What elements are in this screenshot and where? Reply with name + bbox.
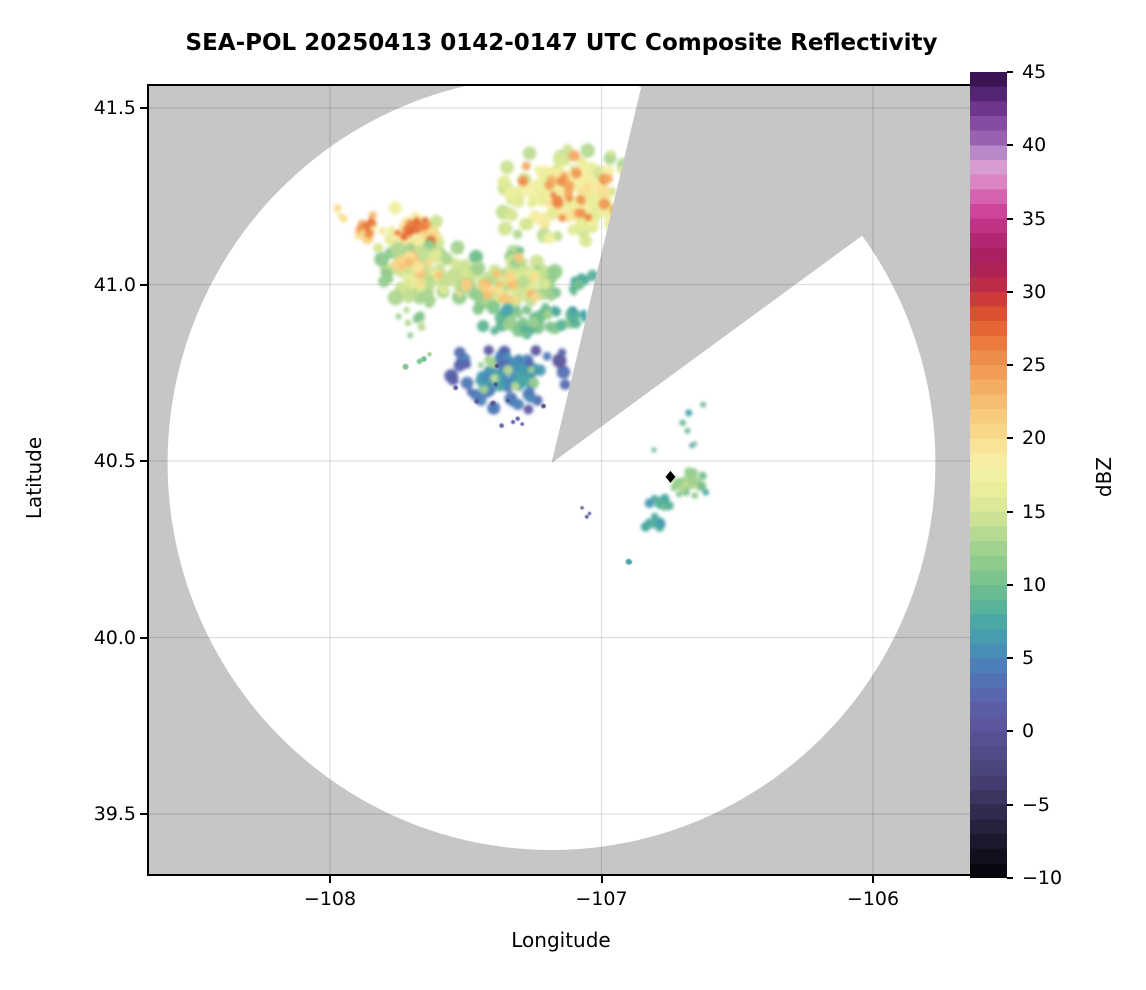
colorbar-tick-label: 45 [1022, 61, 1047, 83]
echo-region-central-teal-tip [568, 269, 599, 296]
y-tick [140, 636, 147, 639]
echo-region-far-nw-specks [333, 204, 348, 223]
echo-region-se-teal-blob-2 [640, 512, 666, 532]
colorbar-tick-label: 35 [1022, 207, 1047, 230]
radar-map-canvas [148, 85, 975, 875]
colorbar-label: dBZ [1092, 456, 1116, 498]
echo-region-central-orange-patch-e [460, 277, 513, 306]
colorbar-tick [1007, 217, 1013, 220]
y-tick-label: 39.5 [93, 803, 136, 825]
colorbar-tick-label: −5 [1022, 793, 1051, 816]
colorbar-tick [1007, 583, 1013, 586]
colorbar-tick-label: 40 [1022, 134, 1047, 157]
colorbar-tick [1007, 290, 1013, 293]
x-tick-label: −107 [575, 888, 628, 910]
echo-region-nw-orange-knot [354, 211, 378, 245]
echo-region-nw-speckled-band [373, 201, 445, 258]
echo-region-central-orange-patch-w [391, 251, 425, 274]
colorbar-tick-label: 25 [1022, 354, 1047, 377]
colorbar-tick [1007, 510, 1013, 513]
colorbar-tick-label: 5 [1022, 647, 1035, 670]
echo-region-green-bits-west [395, 306, 426, 339]
y-tick-label: 41.5 [93, 97, 136, 119]
x-tick [872, 876, 874, 883]
y-tick [140, 283, 147, 286]
x-tick [600, 876, 603, 883]
colorbar [970, 72, 1007, 878]
reflectivity-echoes [333, 143, 710, 565]
echo-region-north-lone-dot [607, 150, 615, 158]
colorbar-gradient [970, 72, 1007, 878]
y-tick-label: 40.5 [93, 450, 136, 472]
colorbar-tick-label: 30 [1022, 280, 1047, 303]
echo-region-s-purple-specks [580, 506, 592, 519]
echo-region-se-teal-blob-1 [644, 493, 674, 511]
colorbar-tick-label: 10 [1022, 573, 1047, 596]
y-tick [140, 460, 147, 462]
colorbar-tick [1007, 803, 1013, 806]
x-tick-label: −106 [846, 888, 900, 910]
echo-region-se-green-blob [670, 467, 710, 499]
echo-region-s-lone-teal-speck [625, 558, 633, 565]
x-tick [329, 876, 331, 883]
x-tick-label: −108 [303, 888, 357, 910]
plot-area [148, 85, 975, 875]
echo-region-tiny-specks-mid [402, 352, 432, 370]
echo-region-teal-band [477, 302, 578, 340]
y-axis-label: Latitude [22, 436, 46, 520]
x-axis-label: Longitude [511, 928, 611, 952]
echo-region-north-big-blob [495, 143, 648, 248]
site-marker-diamond [665, 470, 676, 483]
colorbar-tick [1007, 71, 1013, 73]
y-tick [140, 107, 147, 109]
colorbar-tick [1007, 730, 1013, 733]
colorbar-tick [1007, 364, 1013, 367]
y-tick-label: 40.0 [93, 626, 136, 649]
echo-region-blue-blob-purple-specks [453, 363, 546, 409]
echo-region-ne-of-site-specks [651, 401, 706, 453]
colorbar-tick-label: −10 [1022, 867, 1063, 889]
colorbar-tick-label: 0 [1022, 720, 1035, 743]
radar-coverage-area [167, 85, 936, 850]
echo-region-blue-blob [444, 345, 571, 415]
echo-region-specks-below-blue [499, 416, 524, 428]
colorbar-tick-label: 15 [1022, 500, 1047, 523]
echo-region-teal-band-dark-tip [568, 306, 589, 329]
figure-title: SEA-POL 20250413 0142-0147 UTC Composite… [185, 30, 938, 56]
colorbar-tick [1007, 657, 1013, 660]
colorbar-tick [1007, 877, 1013, 879]
y-tick-label: 41.0 [93, 273, 136, 296]
y-tick [140, 813, 147, 815]
colorbar-tick [1007, 144, 1013, 147]
colorbar-tick-label: 20 [1022, 427, 1047, 450]
colorbar-tick [1007, 437, 1013, 440]
